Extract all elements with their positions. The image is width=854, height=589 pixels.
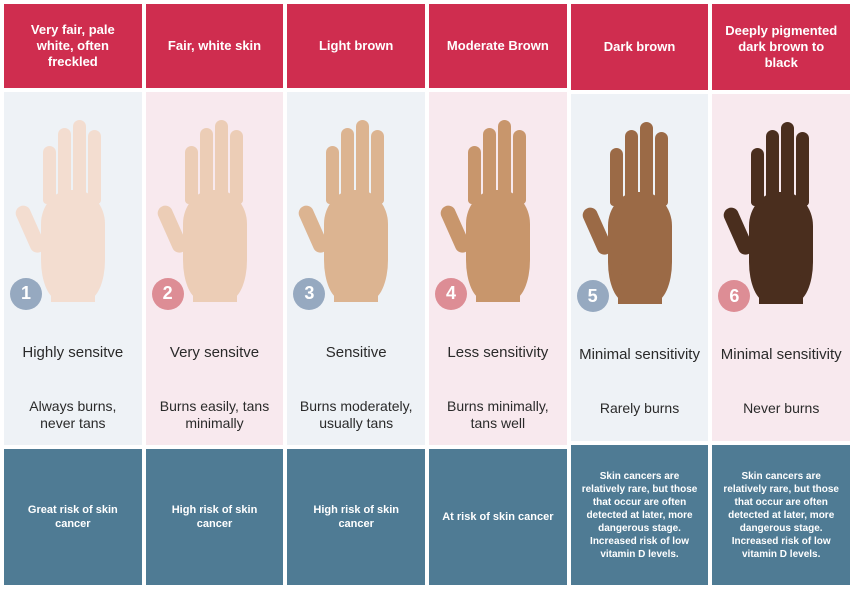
burns-label: Always burns, never tans (10, 398, 136, 433)
column-header: Moderate Brown (429, 4, 567, 88)
column-body: 3 Sensitive Burns moderately, usually tans (287, 92, 425, 445)
hand-image (10, 100, 136, 300)
column-body: 6 Minimal sensitivity Never burns (712, 94, 850, 441)
column-body: 2 Very sensitve Burns easily, tans minimal… (146, 92, 284, 445)
skin-type-column-1: Very fair, pale white, often freckled 1 Hi… (4, 4, 142, 585)
hand-image (718, 102, 844, 302)
sensitivity-label: Minimal sensitivity (721, 346, 842, 384)
column-header: Very fair, pale white, often freckled (4, 4, 142, 88)
burns-label: Never burns (739, 400, 823, 418)
skin-type-column-4: Moderate Brown 4 Less sensitivity Burns min… (429, 4, 567, 585)
column-header: Fair, white skin (146, 4, 284, 88)
skin-type-column-2: Fair, white skin 2 Very sensitve Burns easi… (146, 4, 284, 585)
risk-label: Skin cancers are relatively rare, but th… (712, 445, 850, 585)
column-header: Deeply pigmented dark brown to black (712, 4, 850, 90)
type-number-badge: 6 (718, 280, 750, 312)
burns-label: Burns easily, tans minimally (152, 398, 278, 433)
skin-type-column-6: Deeply pigmented dark brown to black 6 Min… (712, 4, 850, 585)
hand-image (435, 100, 561, 300)
sensitivity-label: Minimal sensitivity (579, 346, 700, 384)
burns-label: Burns moderately, usually tans (293, 398, 419, 433)
column-body: 5 Minimal sensitivity Rarely burns (571, 94, 709, 441)
sensitivity-label: Less sensitivity (447, 344, 548, 382)
type-number-badge: 4 (435, 278, 467, 310)
hand-image (293, 100, 419, 300)
skin-type-chart: Very fair, pale white, often freckled 1 Hi… (0, 0, 854, 589)
column-body: 1 Highly sensitve Always burns, never tans (4, 92, 142, 445)
burns-label: Rarely burns (596, 400, 683, 418)
hand-image (152, 100, 278, 300)
burns-label: Burns minimally, tans well (435, 398, 561, 433)
column-header: Dark brown (571, 4, 709, 90)
sensitivity-label: Highly sensitve (22, 344, 123, 382)
sensitivity-label: Very sensitve (170, 344, 259, 382)
type-number-badge: 5 (577, 280, 609, 312)
risk-label: At risk of skin cancer (429, 449, 567, 585)
column-body: 4 Less sensitivity Burns minimally, tans w… (429, 92, 567, 445)
sensitivity-label: Sensitive (326, 344, 387, 382)
skin-type-column-5: Dark brown 5 Minimal sensitivity Rarely bur… (571, 4, 709, 585)
type-number-badge: 2 (152, 278, 184, 310)
risk-label: High risk of skin cancer (287, 449, 425, 585)
column-header: Light brown (287, 4, 425, 88)
type-number-badge: 3 (293, 278, 325, 310)
risk-label: Great risk of skin cancer (4, 449, 142, 585)
hand-image (577, 102, 703, 302)
type-number-badge: 1 (10, 278, 42, 310)
risk-label: High risk of skin cancer (146, 449, 284, 585)
skin-type-column-3: Light brown 3 Sensitive Burns moderately, u… (287, 4, 425, 585)
risk-label: Skin cancers are relatively rare, but th… (571, 445, 709, 585)
